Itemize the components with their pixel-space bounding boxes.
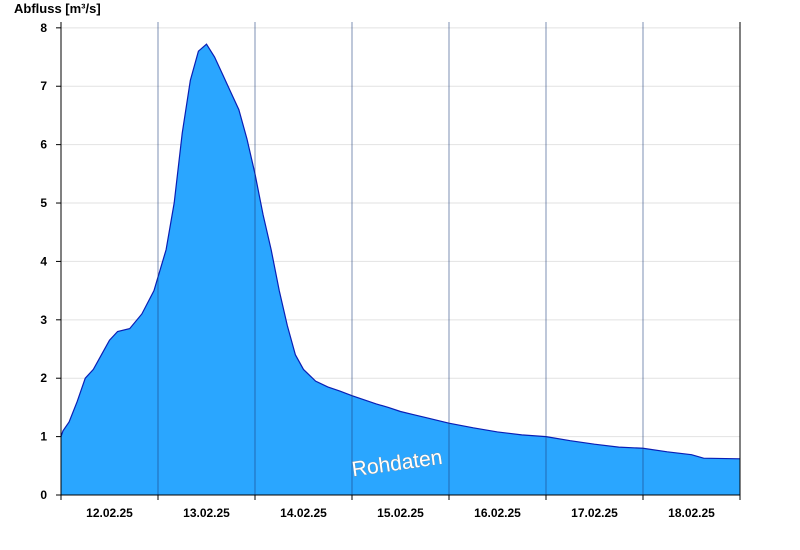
discharge-line — [60, 43, 741, 460]
x-tick-label: 18.02.25 — [668, 506, 715, 520]
x-tick-label: 17.02.25 — [571, 506, 618, 520]
x-tick-label: 12.02.25 — [86, 506, 133, 520]
axes: 0 1 2 3 4 5 6 7 8 12.02.25 13.02.25 14.02.25 15.02.2… — [40, 21, 741, 520]
x-tick-label: 14.02.25 — [280, 506, 327, 520]
y-tick-label: 0 — [40, 488, 47, 502]
y-tick-label: 2 — [40, 371, 47, 385]
y-tick-label: 3 — [40, 313, 47, 327]
y-tick-label: 4 — [40, 254, 47, 268]
y-tick-label: 6 — [40, 138, 47, 152]
y-tick-label: 8 — [40, 21, 47, 35]
y-tick-label: 1 — [40, 430, 47, 444]
plot-area — [60, 43, 741, 495]
y-tick-label: 7 — [40, 79, 47, 93]
x-tick-label: 16.02.25 — [474, 506, 521, 520]
y-axis-title: Abfluss [m³/s] — [14, 1, 101, 16]
y-tick-label: 5 — [40, 196, 47, 210]
discharge-area — [61, 44, 740, 495]
x-tick-label: 15.02.25 — [377, 506, 424, 520]
x-tick-label: 13.02.25 — [183, 506, 230, 520]
